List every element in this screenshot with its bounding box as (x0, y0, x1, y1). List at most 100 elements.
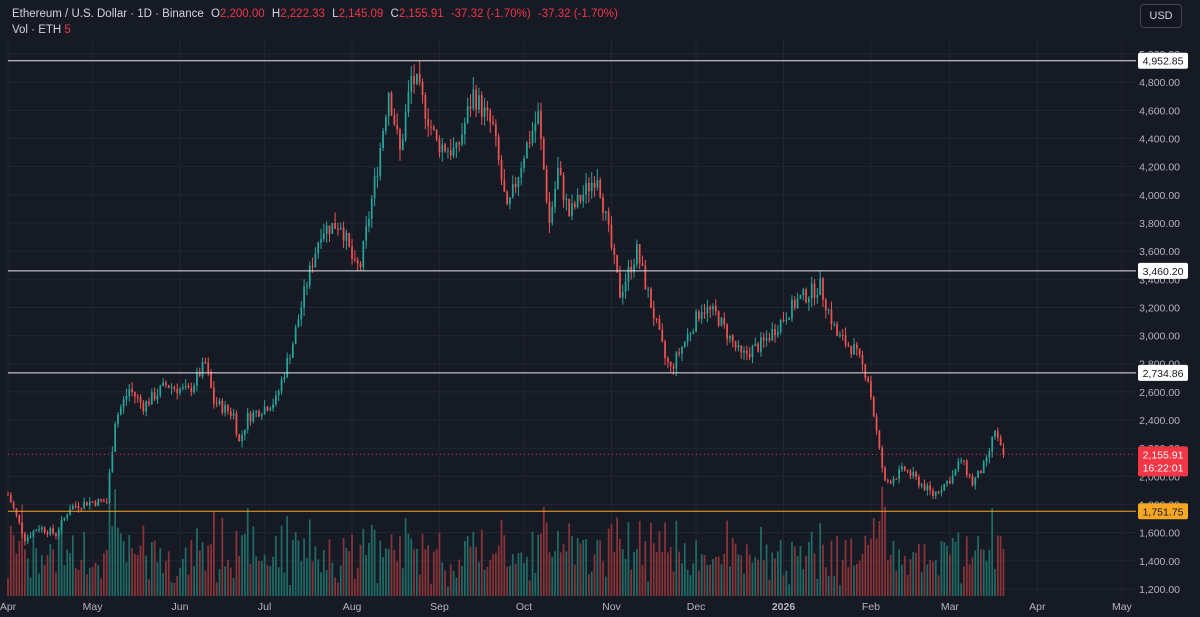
candle (368, 211, 370, 233)
candle (692, 328, 695, 335)
volume-bar (802, 569, 805, 596)
volume-bar (994, 568, 996, 596)
candle (246, 407, 249, 434)
candle (255, 410, 258, 417)
candle (903, 465, 906, 472)
volume-bar (306, 558, 308, 596)
candle (283, 372, 286, 383)
volume-bar (108, 486, 111, 596)
candle (396, 112, 399, 135)
volume-bar (88, 567, 91, 596)
volume-bar (201, 542, 204, 596)
svg-text:1,751.75: 1,751.75 (1143, 506, 1184, 518)
candle (720, 316, 723, 327)
candle (977, 470, 979, 479)
candle (641, 255, 644, 267)
candle (695, 308, 697, 333)
candle (29, 531, 32, 539)
volume-bar (627, 522, 630, 596)
volume-bar (810, 531, 813, 596)
candle (117, 411, 119, 428)
volume-bar (793, 546, 796, 596)
volume-bar (260, 561, 263, 596)
volume-bar (712, 559, 714, 596)
volume-bar (658, 531, 661, 596)
volume-bar (289, 585, 291, 596)
candle (311, 257, 314, 273)
volume-bar (314, 546, 317, 596)
volume-bar (861, 553, 864, 596)
volume-label[interactable]: Vol · ETH (12, 24, 62, 36)
symbol-title[interactable]: Ethereum / U.S. Dollar · 1D · Binance (12, 8, 204, 20)
volume-bar (71, 535, 74, 596)
volume-bar (40, 554, 43, 596)
volume-bar (494, 553, 497, 596)
volume-bar (215, 582, 218, 596)
volume-bar (187, 574, 190, 596)
candle (269, 406, 272, 412)
candle (889, 479, 892, 485)
candle (743, 346, 745, 360)
candle (785, 312, 788, 325)
candle (920, 482, 923, 489)
candle (26, 534, 29, 545)
volume-bar (937, 575, 940, 596)
time-axis[interactable]: Apr May Jun Jul Aug Sep Oct Nov Dec 2026 Feb Mar Apr… (0, 601, 1133, 613)
candle (731, 333, 734, 348)
candle (937, 490, 940, 495)
volume-bar (435, 549, 438, 596)
candle (260, 412, 263, 420)
candle (963, 460, 965, 466)
volume-bar (9, 525, 12, 596)
y-tick-label: 1,600.00 (1139, 528, 1180, 540)
candle (181, 383, 184, 391)
volume-bar (24, 549, 26, 596)
volume-bar (808, 542, 810, 596)
volume-bar (252, 526, 255, 596)
volume-bar (63, 565, 66, 596)
volume-bar (593, 554, 596, 596)
x-tick-label: Sep (430, 601, 449, 613)
volume-bar (210, 544, 212, 596)
candle (128, 383, 131, 402)
svg-text:3,460.20: 3,460.20 (1143, 266, 1184, 278)
candle (212, 381, 215, 409)
candle (542, 136, 545, 171)
volume-bar (774, 558, 776, 596)
volume-bar (917, 544, 920, 596)
volume-bar (951, 538, 954, 596)
candle (968, 473, 971, 479)
volume-bar (353, 579, 356, 596)
candle (557, 156, 559, 190)
volume-bar (413, 549, 415, 596)
change-value-secondary: -37.32 (-1.70%) (537, 8, 618, 20)
volume-bar (557, 531, 559, 596)
volume-bar (751, 562, 754, 596)
volume-bar (18, 540, 21, 596)
volume-bar (540, 533, 542, 596)
candle (943, 483, 946, 492)
candle (853, 337, 855, 356)
volume-bar (683, 543, 686, 596)
candle (463, 117, 466, 145)
volume-bar (957, 532, 960, 596)
candle (142, 399, 145, 415)
candle (489, 108, 492, 133)
candle (523, 155, 525, 173)
candle (430, 119, 432, 136)
currency-button[interactable]: USD (1140, 4, 1182, 28)
candle (717, 310, 720, 328)
volume-bar (841, 559, 844, 596)
candle (813, 279, 816, 306)
volume-bar (7, 577, 9, 596)
candle (545, 165, 548, 204)
volume-bar (771, 552, 774, 596)
volume-bar (923, 544, 926, 596)
low-label: L (332, 8, 339, 20)
volume-bar (170, 581, 173, 596)
volume-bar (221, 517, 224, 596)
candle (562, 172, 565, 208)
volume-bar (980, 549, 982, 596)
candle (661, 323, 664, 343)
